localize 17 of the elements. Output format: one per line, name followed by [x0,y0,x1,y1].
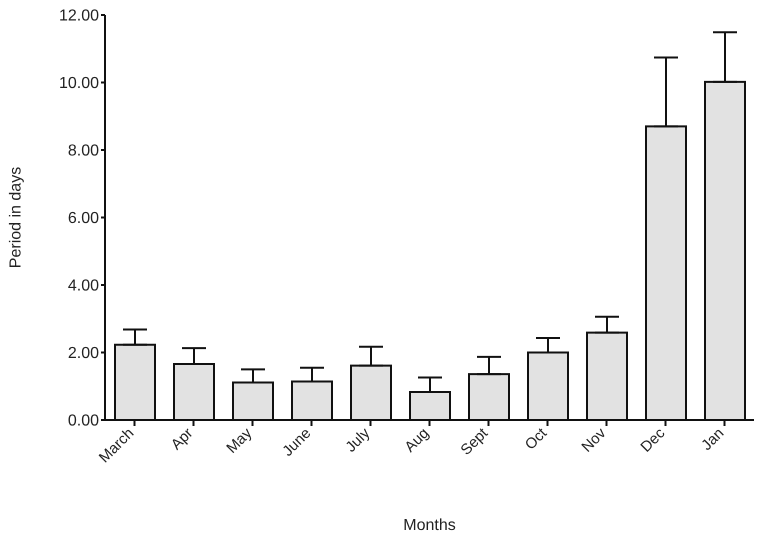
x-tick-label: July [342,424,374,456]
x-tick-label: Dec [637,424,669,456]
y-tick-label: 4.00 [68,278,100,295]
y-tick-label: 10.00 [58,75,100,92]
y-tick-label: 8.00 [68,142,100,160]
x-tick-label: Aug [401,424,432,456]
y-axis-title: Period in days [8,166,25,268]
y-tick-label: 0.00 [68,412,100,430]
y-tick-label: 2.00 [68,345,100,362]
x-tick-label: Nov [578,424,610,456]
x-tick-label: May [223,424,256,457]
y-tick-label: 12.00 [58,8,100,25]
y-tick-label: 6.00 [68,210,100,228]
x-tick-label: Oct [522,424,551,454]
x-axis-title: Months [403,517,456,534]
x-tick-label: Jan [698,424,728,454]
x-tick-label: Apr [168,424,196,454]
